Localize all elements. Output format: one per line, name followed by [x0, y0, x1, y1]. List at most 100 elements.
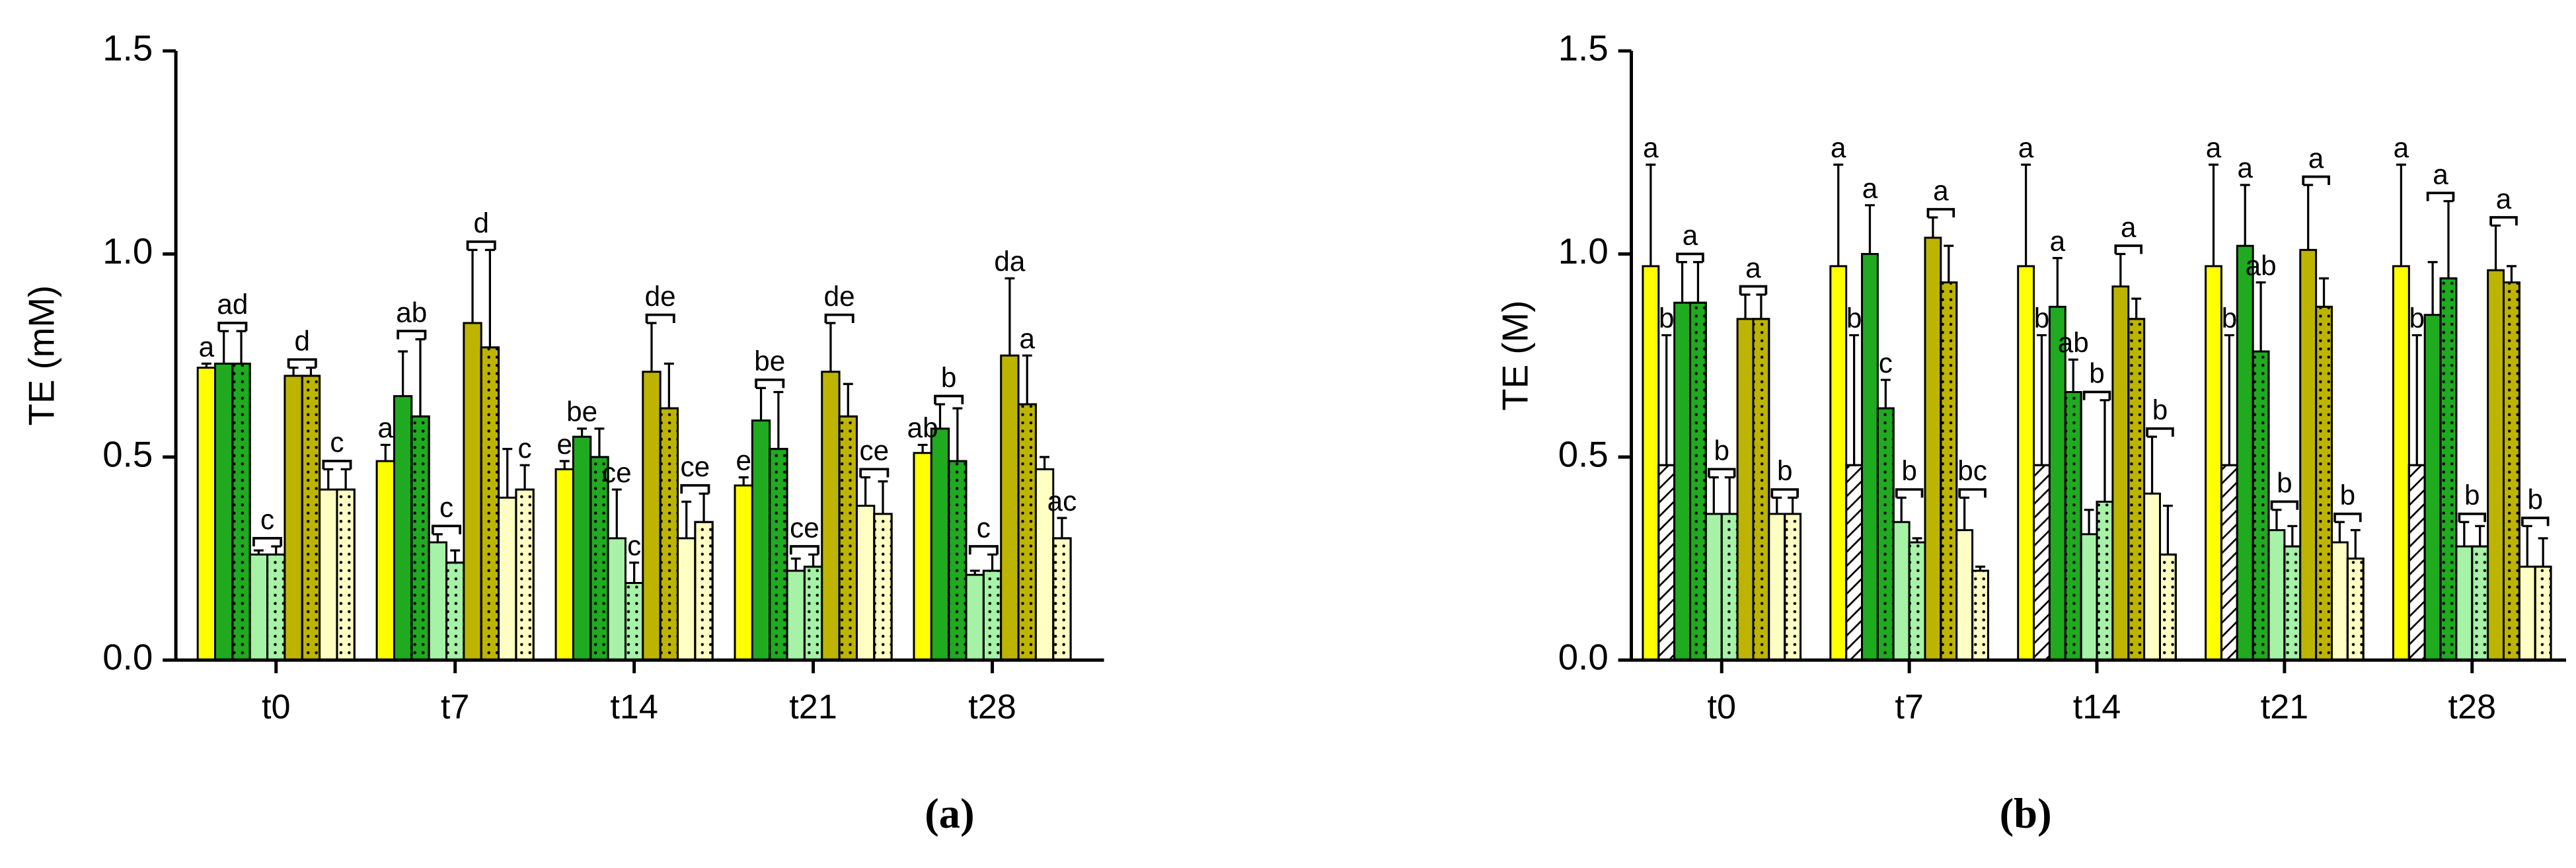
bar [1642, 265, 1660, 661]
x-tick-label: t21 [789, 688, 837, 727]
annotation: de [824, 281, 855, 312]
annotation: ac [1047, 486, 1077, 517]
annotation: a [1683, 220, 1698, 251]
error-bar [2350, 528, 2361, 559]
annotation: d [295, 325, 311, 356]
error-bar [1022, 354, 1032, 404]
annotation: e [736, 445, 751, 476]
bracket [322, 460, 352, 470]
bar-pattern [2096, 501, 2114, 661]
bar-pattern [1784, 513, 1802, 661]
error-bar [1944, 244, 1954, 283]
annotation: da [994, 246, 1025, 277]
bracket [2302, 175, 2330, 185]
bar-pattern [1689, 301, 1707, 661]
error-bar [917, 443, 928, 453]
annotation: a [1020, 323, 1036, 354]
bar-pattern [336, 488, 356, 661]
error-bar [878, 480, 888, 514]
bar [751, 419, 771, 661]
annotation: a [2433, 159, 2448, 190]
bracket [287, 358, 317, 368]
error-bar [1057, 517, 1067, 538]
bracket [2114, 244, 2142, 254]
bar-pattern [2346, 558, 2365, 661]
bar-pattern [1657, 464, 1676, 661]
x-tick-label: t28 [968, 688, 1016, 727]
bar [2267, 529, 2286, 661]
error-bar [1959, 496, 1970, 530]
bar [2299, 248, 2318, 661]
bracket [2426, 192, 2455, 201]
x-tick-label: t21 [2261, 688, 2309, 727]
error-bar [1693, 261, 1703, 303]
annotation: bc [1957, 455, 1987, 486]
bar-pattern [266, 553, 286, 661]
bar [498, 496, 517, 661]
error-bar [738, 476, 749, 486]
annotation: c [330, 427, 344, 458]
bar-pattern [873, 513, 893, 661]
bracket [217, 321, 248, 332]
bracket [680, 484, 710, 494]
bracket [1676, 252, 1704, 262]
y-tick-label: 0.0 [1558, 637, 1609, 678]
bar [393, 395, 413, 661]
error-bar [629, 561, 640, 583]
bar-pattern [589, 456, 609, 661]
error-bar [756, 386, 767, 421]
bracket [1739, 285, 1768, 295]
error-bar [2255, 281, 2266, 352]
bar-pattern [624, 581, 644, 661]
annotation: ab [2246, 250, 2277, 281]
error-bar [825, 322, 836, 372]
annotation: b [2464, 480, 2480, 511]
error-bar [2100, 399, 2110, 502]
error-bar [2131, 297, 2142, 319]
error-bar [1849, 334, 1860, 466]
annotation: ce [860, 435, 890, 466]
error-bar [594, 427, 605, 457]
annotation: b [1901, 455, 1917, 486]
error-bar [340, 468, 351, 490]
y-tick-label: 1.5 [102, 27, 153, 68]
bar [2111, 285, 2130, 661]
bracket [645, 313, 675, 323]
error-bar [1724, 476, 1735, 514]
error-bar [1865, 204, 1875, 254]
bar-pattern [838, 415, 858, 661]
bar [2423, 314, 2442, 661]
error-bar [2068, 358, 2078, 392]
annotation: c [260, 504, 274, 535]
bar [214, 362, 234, 661]
annotation: b [2152, 394, 2168, 425]
bar-pattern [2127, 318, 2146, 661]
error-bar [2162, 505, 2173, 555]
bar [1736, 318, 1755, 661]
error-bar [2319, 277, 2330, 307]
bar [1000, 354, 1020, 661]
bar [607, 537, 626, 661]
annotation: a [2394, 132, 2409, 163]
error-bar [2522, 524, 2532, 567]
error-bar [1661, 334, 1672, 466]
bracket [2520, 517, 2550, 526]
error-bar [271, 545, 282, 555]
error-bar [2209, 163, 2218, 266]
error-bar [484, 248, 495, 347]
y-tick-label: 0.5 [1558, 433, 1609, 474]
bar-pattern [2439, 277, 2458, 661]
error-bar [2538, 537, 2548, 567]
error-bar [790, 557, 801, 571]
bar-pattern [2471, 545, 2489, 661]
annotation: c [627, 530, 641, 561]
error-bar [1040, 456, 1050, 470]
annotation: b [1659, 303, 1675, 334]
panel-label: (a) [925, 789, 974, 837]
error-bar [2021, 163, 2031, 266]
error-bar [935, 403, 945, 429]
error-bar [288, 367, 299, 376]
annotation: c [977, 512, 991, 543]
error-bar [2491, 224, 2501, 271]
bracket [2082, 390, 2111, 400]
